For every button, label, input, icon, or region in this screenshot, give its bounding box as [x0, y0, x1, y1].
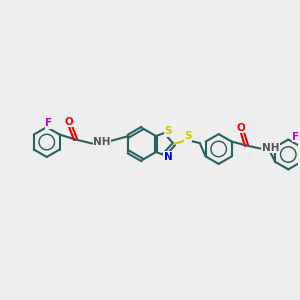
Text: O: O	[64, 117, 73, 127]
Text: O: O	[236, 123, 245, 133]
Text: S: S	[184, 131, 192, 141]
Text: NH: NH	[262, 142, 280, 152]
Text: F: F	[45, 118, 52, 128]
Text: F: F	[292, 132, 299, 142]
Text: N: N	[164, 152, 172, 162]
Text: NH: NH	[94, 136, 111, 146]
Text: S: S	[164, 126, 172, 136]
